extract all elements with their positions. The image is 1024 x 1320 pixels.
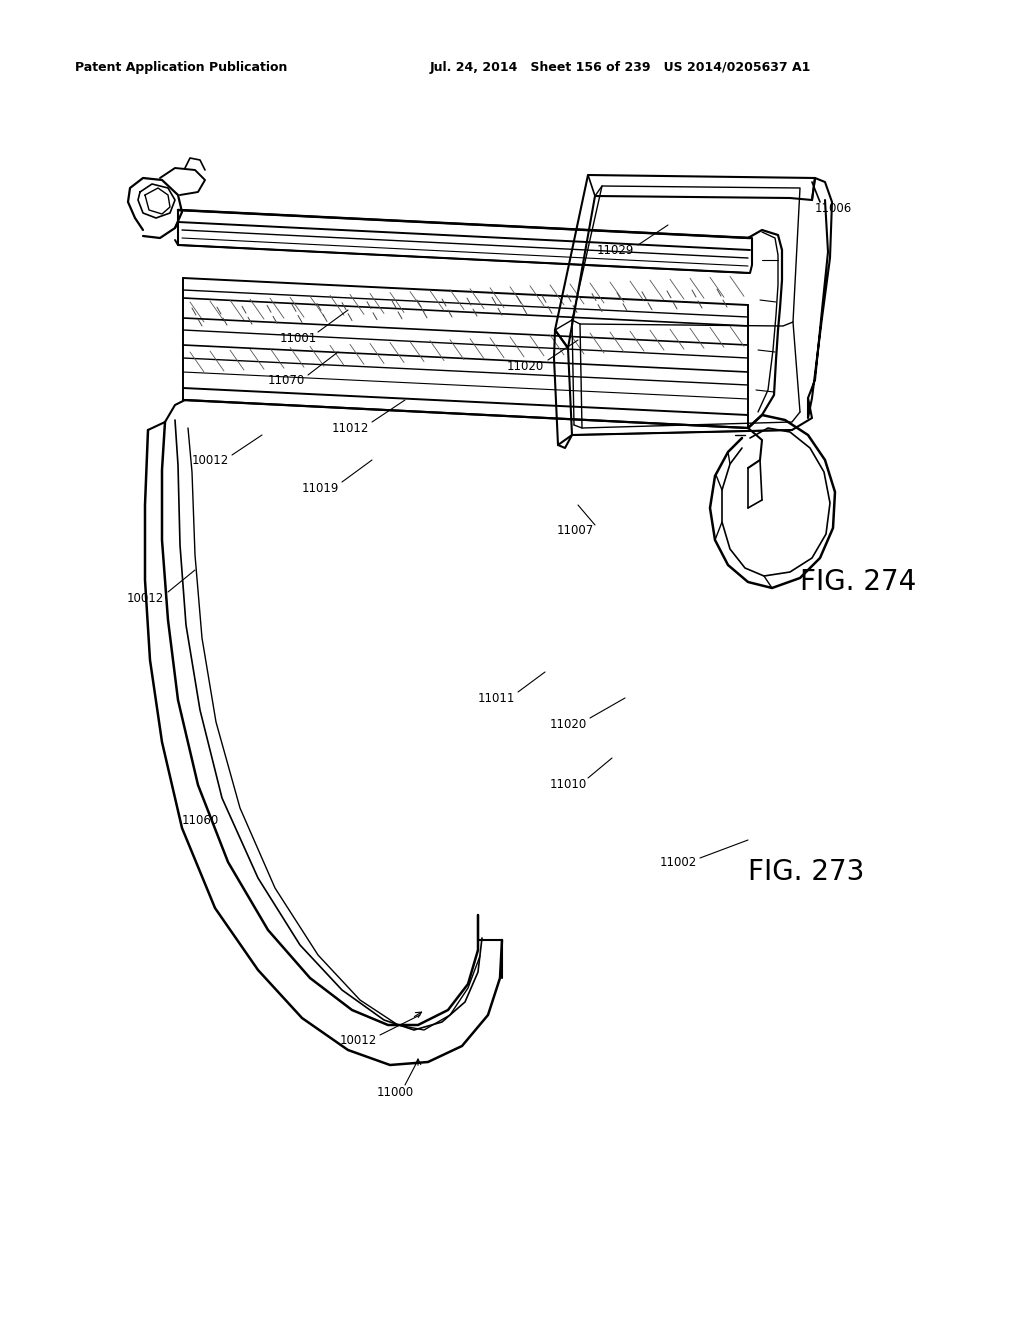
Text: 11006: 11006	[814, 202, 852, 214]
Text: 10012: 10012	[339, 1034, 377, 1047]
Text: 11010: 11010	[549, 777, 587, 791]
Text: 10012: 10012	[126, 591, 164, 605]
Text: FIG. 274: FIG. 274	[800, 568, 916, 597]
Text: 10012: 10012	[191, 454, 228, 467]
Text: 11070: 11070	[267, 375, 304, 388]
Text: FIG. 273: FIG. 273	[748, 858, 864, 886]
Text: 11011: 11011	[477, 692, 515, 705]
Text: Jul. 24, 2014   Sheet 156 of 239   US 2014/0205637 A1: Jul. 24, 2014 Sheet 156 of 239 US 2014/0…	[430, 62, 811, 74]
Text: 11012: 11012	[332, 421, 369, 434]
Text: 11060: 11060	[181, 813, 219, 826]
Text: Patent Application Publication: Patent Application Publication	[75, 62, 288, 74]
Text: 11001: 11001	[280, 331, 316, 345]
Text: 11020: 11020	[549, 718, 587, 730]
Text: 11019: 11019	[301, 482, 339, 495]
Text: 11020: 11020	[507, 359, 544, 372]
Text: 11007: 11007	[556, 524, 594, 537]
Text: 11002: 11002	[659, 855, 696, 869]
Text: 11029: 11029	[596, 244, 634, 257]
Text: 11000: 11000	[377, 1085, 414, 1098]
